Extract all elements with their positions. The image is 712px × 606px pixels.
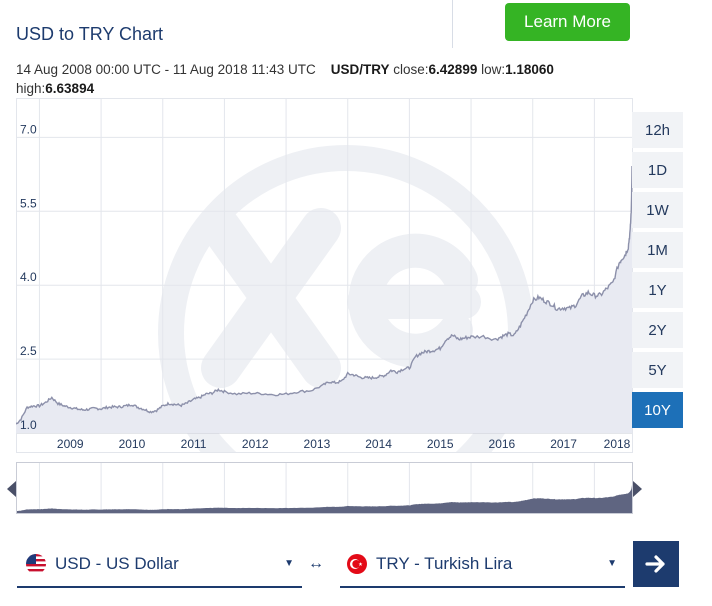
x-tick-label: 2015	[427, 437, 454, 451]
timeframe-1w[interactable]: 1W	[632, 192, 683, 228]
x-tick-label: 2012	[242, 437, 269, 451]
y-tick-label: 1.0	[20, 418, 37, 432]
high-label: high:	[16, 81, 46, 96]
timeframe-12h[interactable]: 12h	[632, 112, 683, 148]
x-tick-label: 2009	[57, 437, 84, 451]
chart-summary: 14 Aug 2008 00:00 UTC - 11 Aug 2018 11:4…	[16, 60, 626, 98]
x-tick-label: 2010	[119, 437, 146, 451]
rate-area	[16, 166, 632, 433]
from-currency-label: USD - US Dollar	[55, 554, 179, 573]
x-tick-label: 2017	[550, 437, 577, 451]
y-axis-labels: 1.0 2.5 4.0 5.5 7.0	[20, 122, 37, 432]
navigator-area	[16, 484, 632, 514]
navigator-right-handle-icon[interactable]	[633, 481, 642, 497]
chevron-down-icon: ▼	[284, 558, 294, 569]
turkey-flag-icon	[347, 554, 367, 574]
low-label: low:	[481, 62, 506, 77]
timeframe-5y[interactable]: 5Y	[632, 352, 683, 388]
x-tick-label: 2011	[181, 437, 207, 451]
us-flag-icon	[26, 554, 46, 574]
currency-pair: USD/TRY	[330, 62, 390, 77]
from-currency-select[interactable]: USD - US Dollar ▼	[17, 542, 302, 588]
x-tick-label: 2013	[304, 437, 331, 451]
close-value: 6.42899	[428, 62, 478, 77]
timeframe-1d[interactable]: 1D	[632, 152, 683, 188]
convert-go-button[interactable]	[633, 541, 679, 587]
rate-line	[16, 165, 633, 425]
chevron-down-icon: ▼	[607, 558, 617, 569]
range-navigator[interactable]	[16, 462, 633, 514]
timeframe-1y[interactable]: 1Y	[632, 272, 683, 308]
y-tick-label: 2.5	[20, 344, 37, 358]
x-tick-label: 2018	[604, 437, 631, 451]
y-tick-label: 7.0	[20, 122, 37, 136]
rate-chart[interactable]: 1.0 2.5 4.0 5.5 7.0 2009 2010 2011 2012 2013 2014…	[16, 98, 633, 453]
navigator-grid	[38, 462, 595, 514]
page-title: USD to TRY Chart	[16, 24, 164, 44]
x-tick-label: 2014	[365, 437, 392, 451]
timeframe-1m[interactable]: 1M	[632, 232, 683, 268]
to-currency-select[interactable]: TRY - Turkish Lira ▼	[340, 542, 625, 588]
timeframe-10y[interactable]: 10Y	[632, 392, 683, 428]
navigator-left-handle-icon[interactable]	[7, 481, 16, 497]
to-currency-label: TRY - Turkish Lira	[376, 554, 513, 573]
close-label: close:	[393, 62, 429, 77]
y-tick-label: 4.0	[20, 270, 37, 284]
top-divider	[452, 0, 453, 48]
learn-more-button[interactable]: Learn More	[505, 3, 630, 41]
arrow-right-icon	[645, 555, 665, 573]
low-value: 1.18060	[505, 62, 554, 77]
swap-currencies-icon[interactable]: ↔	[308, 555, 324, 572]
navigator-frame	[16, 462, 633, 514]
x-axis-labels: 2009 2010 2011 2012 2013 2014 2015 2016 2017 2018	[57, 437, 631, 451]
date-range: 14 Aug 2008 00:00 UTC - 11 Aug 2018 11:4…	[16, 62, 316, 77]
y-tick-label: 5.5	[20, 196, 37, 210]
timeframe-2y[interactable]: 2Y	[632, 312, 683, 348]
high-value: 6.63894	[45, 81, 95, 96]
x-tick-label: 2016	[489, 437, 516, 451]
